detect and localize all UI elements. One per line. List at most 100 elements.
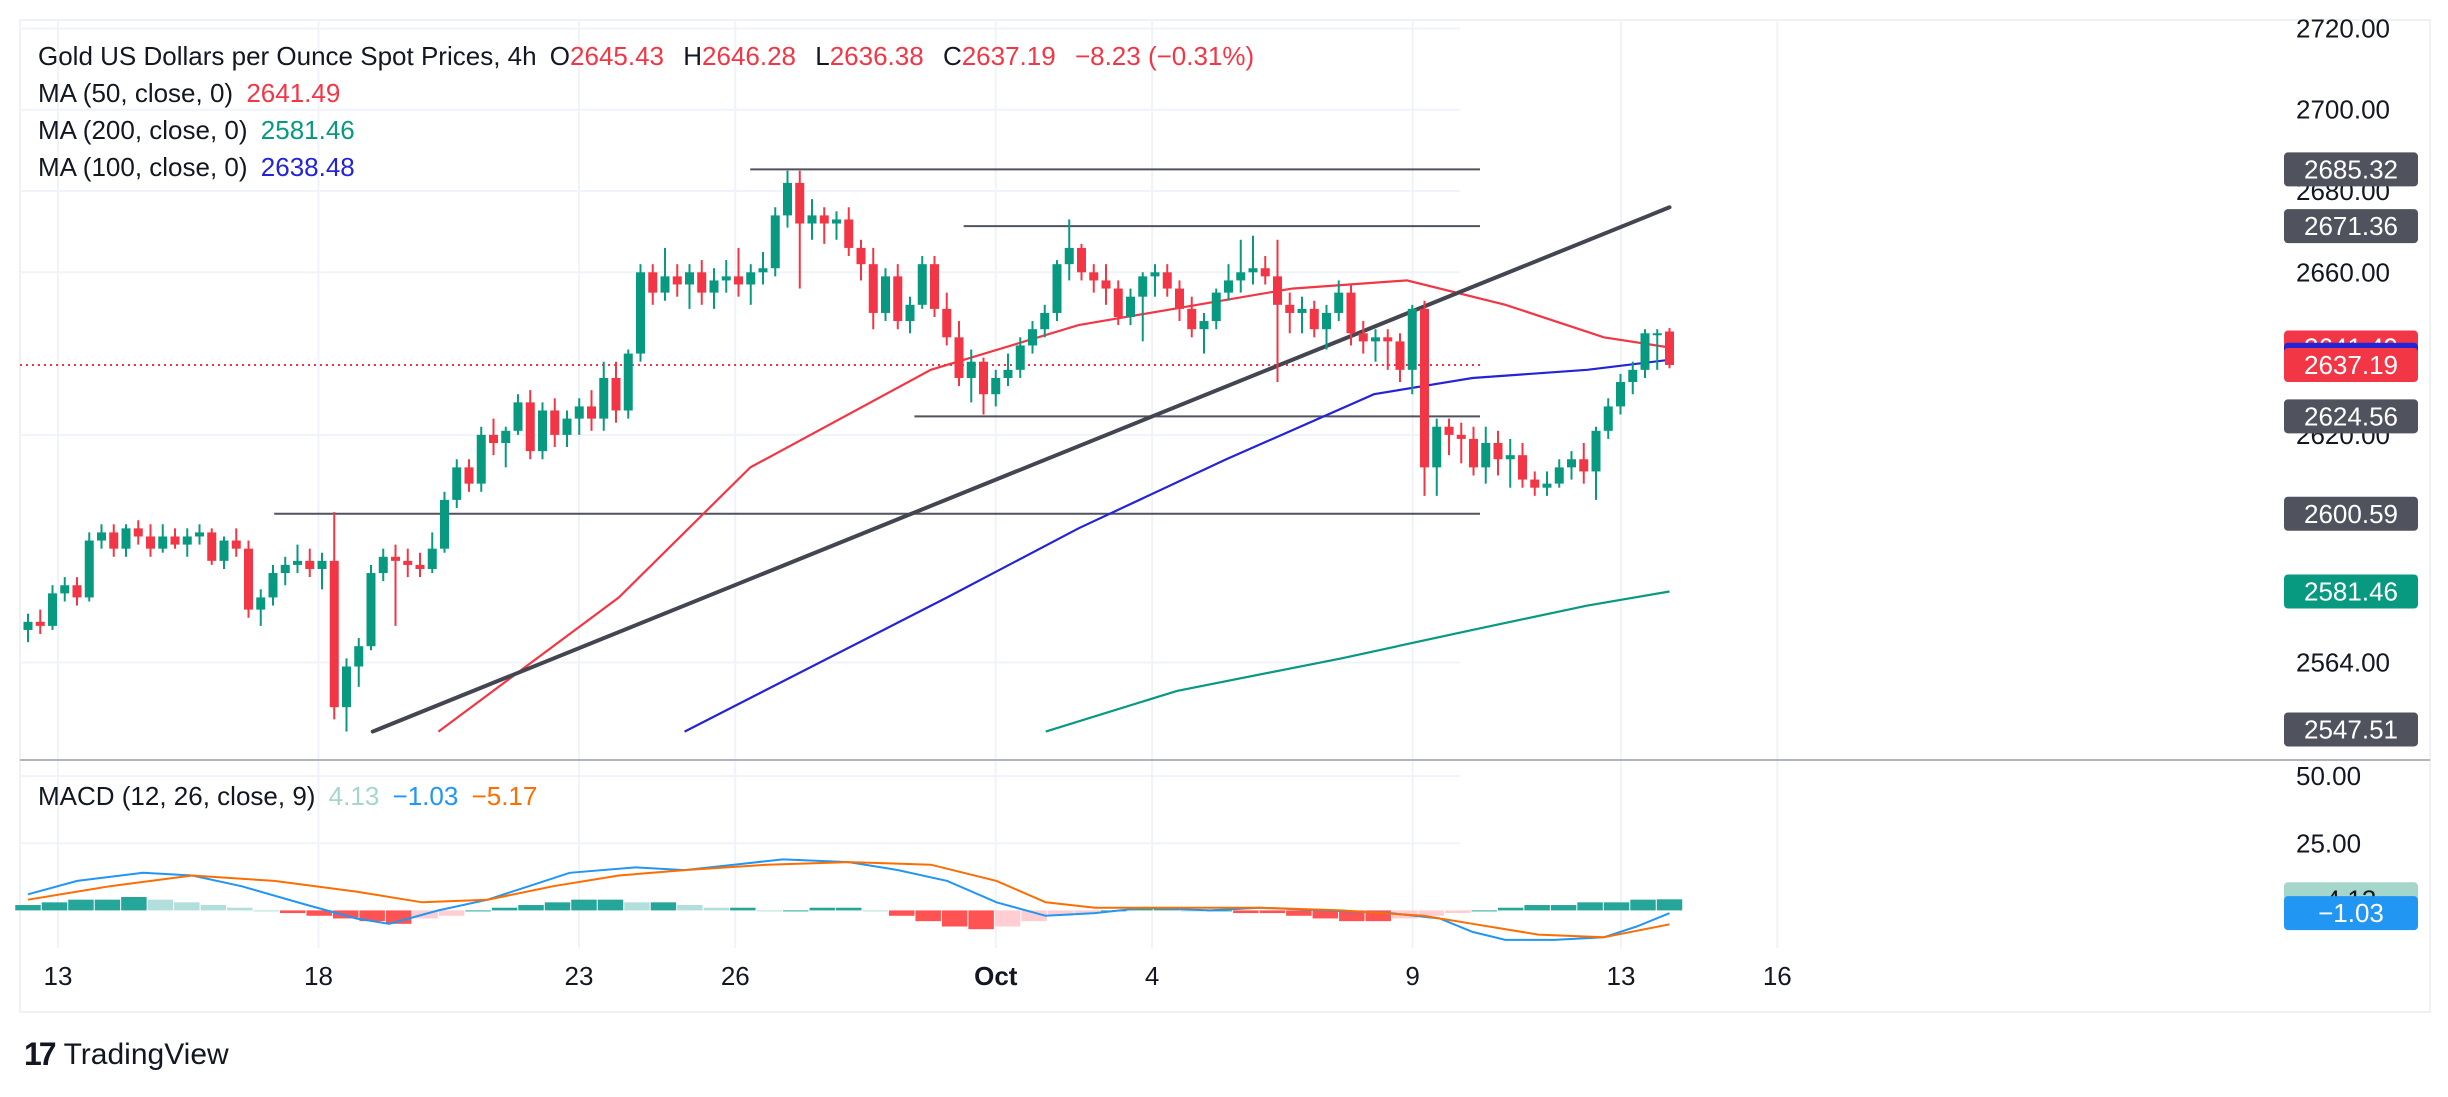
candle-body-63	[795, 182, 805, 224]
candle-body-7	[109, 532, 119, 549]
candle-18	[244, 540, 253, 618]
price-label-bg-7	[2284, 574, 2418, 609]
candle-86	[1077, 243, 1086, 281]
candle-body-2	[48, 593, 57, 626]
candle-38	[489, 418, 498, 456]
candle-body-60	[758, 268, 768, 273]
candle-76	[954, 321, 964, 387]
price-label-text-8: 2547.51	[2304, 714, 2398, 744]
macd-hist-bar-2	[68, 899, 94, 911]
time-tick-4: Oct	[974, 961, 1018, 991]
time-axis[interactable]: 13 18 23 26 Oct 4 9 13 16	[20, 961, 2430, 1013]
macd-hist-bar-5	[147, 899, 174, 911]
candle-4	[72, 577, 82, 606]
horizontal-levels	[20, 168, 1480, 515]
macd-line-value: −1.03	[392, 781, 459, 811]
candle-body-5	[84, 540, 94, 598]
candle-body-28	[366, 573, 376, 647]
candle-92	[1150, 264, 1160, 297]
price-label-1: 2671.36	[2284, 209, 2418, 244]
candle-body-57	[721, 276, 731, 281]
candle-body-52	[660, 276, 670, 293]
candle-24	[317, 552, 327, 590]
macd-hist-bar-1	[41, 902, 68, 911]
candle-52	[660, 247, 670, 301]
candle-body-129	[1603, 406, 1613, 431]
candle-body-100	[1248, 268, 1258, 273]
candle-2	[48, 585, 57, 630]
candle-77	[966, 349, 976, 403]
macd-hist-bar-38	[1021, 910, 1047, 922]
ma50-legend[interactable]: MA (50, close, 0) 2641.49	[38, 75, 1260, 112]
macd-hist-bar-9	[253, 910, 280, 912]
candle-45	[574, 398, 584, 435]
candle-113	[1407, 304, 1417, 395]
candle-14	[195, 524, 204, 545]
candle-22	[293, 544, 302, 574]
macd-hist-bar-36	[968, 910, 994, 930]
candle-body-126	[1567, 459, 1576, 468]
candle-84	[1052, 260, 1062, 322]
ohlc-change: −8.23 (−0.31%)	[1074, 41, 1255, 71]
candle-body-83	[1040, 312, 1050, 330]
tradingview-brand[interactable]: 17 TradingView	[24, 1036, 229, 1073]
macd-tick-1: 25.00	[2296, 828, 2361, 858]
macd-hist-bar-26	[703, 907, 730, 911]
candle-body-109	[1358, 333, 1368, 342]
macd-hist-bar-59	[1577, 902, 1603, 911]
candle-67	[844, 207, 854, 257]
candle-body-41	[525, 402, 535, 452]
ma200-legend[interactable]: MA (200, close, 0) 2581.46	[38, 112, 1260, 149]
price-tick-3: 2660.00	[2296, 257, 2390, 287]
candle-body-114	[1420, 308, 1429, 468]
candle-body-11	[158, 536, 168, 549]
candle-104	[1297, 296, 1307, 334]
macd-hist-bar-53	[1418, 910, 1444, 916]
macd-signal-value: −5.17	[471, 781, 538, 811]
candle-body-25	[329, 560, 339, 708]
candle-53	[672, 264, 682, 297]
candle-body-27	[354, 646, 364, 667]
candle-119	[1481, 426, 1491, 484]
candle-114	[1420, 300, 1429, 496]
candle-10	[146, 524, 155, 557]
candle-65	[819, 207, 829, 244]
candle-body-23	[305, 560, 315, 569]
candle-97	[1211, 288, 1221, 330]
candle-body-82	[1028, 329, 1037, 346]
macd-legend[interactable]: MACD (12, 26, close, 9) 4.13 −1.03 −5.17	[38, 778, 543, 815]
candle-130	[1616, 373, 1625, 415]
candle-body-79	[991, 377, 1001, 395]
candle-20	[268, 564, 278, 606]
macd-hist-bar-39	[1047, 910, 1074, 916]
candle-131	[1628, 361, 1638, 395]
price-axis[interactable]: 2720.002700.002680.002660.002620.002564.…	[2284, 13, 2418, 931]
macd-hist-bar-23	[624, 902, 650, 911]
macd-hist-bar-12	[332, 910, 359, 919]
candle-44	[562, 410, 572, 448]
candle-body-37	[476, 434, 486, 484]
candle-91	[1138, 272, 1148, 342]
time-tick-8: 16	[1763, 961, 1792, 991]
candle-body-69	[868, 264, 878, 313]
macd-hist-bar-33	[888, 910, 915, 916]
ohlc-open-label: O	[549, 41, 571, 71]
candle-93	[1162, 264, 1172, 297]
candle-body-32	[415, 564, 425, 569]
ma100-legend[interactable]: MA (100, close, 0) 2638.48	[38, 149, 1260, 186]
candle-body-20	[268, 573, 278, 598]
candle-body-134	[1665, 331, 1674, 366]
ohlc-open-value: 2645.43	[570, 41, 665, 71]
candle-body-75	[942, 308, 952, 338]
macd-hist-bar-0	[15, 905, 41, 911]
macd-hist-bar-21	[571, 899, 597, 911]
price-tick-5: 2564.00	[2296, 647, 2390, 677]
symbol-title[interactable]: Gold US Dollars per Ounce Spot Prices, 4…	[38, 41, 537, 71]
candle-body-36	[464, 467, 474, 484]
candle-body-45	[574, 406, 584, 419]
ma100-value: 2638.48	[260, 152, 355, 182]
candle-118	[1469, 426, 1478, 476]
macd-hist-bar-29	[783, 910, 809, 912]
